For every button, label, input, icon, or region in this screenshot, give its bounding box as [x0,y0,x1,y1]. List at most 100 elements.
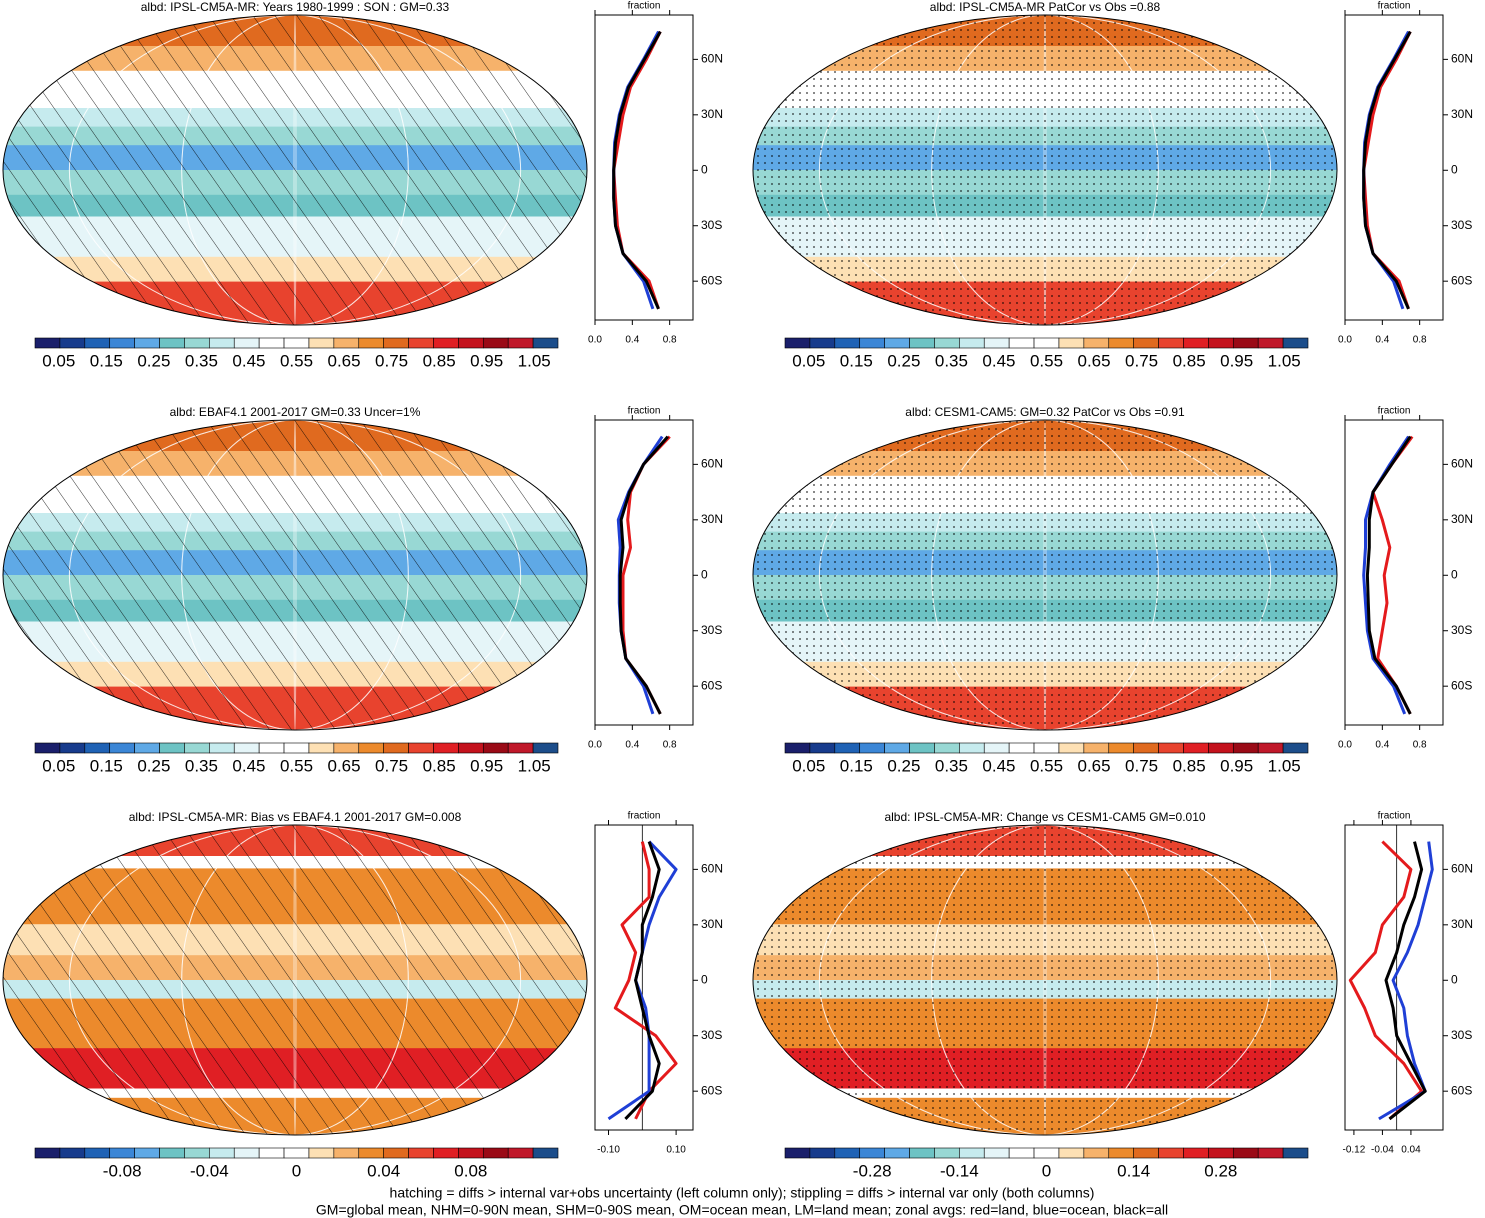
zonal-line [1365,435,1412,715]
footer-line: GM=global mean, NHM=0-90N mean, SHM=0-90… [316,1202,1168,1218]
map-outline [752,14,1338,326]
y-tick-label: 60N [701,862,723,876]
y-tick-label: 60S [701,678,722,692]
colorbar-box [934,742,960,754]
zonal-line [618,435,669,715]
map-outline [2,419,588,731]
map-outline [2,824,588,1136]
y-tick-label: 30S [1451,623,1472,637]
colorbar-box [134,337,160,349]
colorbar-box [1183,337,1209,349]
zonal-label: fraction [628,811,661,822]
colorbar-box [859,1147,885,1159]
colorbar-label: 0 [1042,1161,1051,1180]
panel-title: albd: IPSL-CM5A-MR: Years 1980-1999 : SO… [141,0,450,14]
colorbar-label: 0.25 [137,756,170,775]
colorbar-box [1257,337,1284,349]
colorbar-box [433,337,459,349]
y-tick-label: 60S [701,273,722,287]
colorbar-box [1108,1147,1134,1159]
zonal-frame [594,419,694,726]
colorbar-box [1033,337,1060,349]
x-tick-label: 0.4 [1375,335,1389,346]
map [753,15,1337,325]
colorbar-label: 0 [292,1161,301,1180]
x-tick-label: 0.8 [1413,335,1427,346]
colorbar-label: 0.14 [1117,1161,1150,1180]
colorbar-box [909,742,935,754]
zonal-line [624,841,661,1120]
colorbar-label: 0.65 [1077,756,1110,775]
colorbar-label: 0.75 [375,756,408,775]
map-texture [753,825,1337,1135]
colorbar-box [358,1147,384,1159]
colorbar-box [233,1147,260,1159]
colorbar-label: 0.05 [42,351,75,370]
colorbar-box [809,1147,836,1159]
colorbar-box [159,1147,185,1159]
colorbar-label: 0.95 [470,351,503,370]
colorbar-box [1183,742,1209,754]
colorbar-box [433,1147,459,1159]
colorbar-box [1232,1147,1259,1159]
zonal-frame [594,14,694,321]
colorbar-box [859,337,885,349]
colorbar-box [109,337,135,349]
colorbar-box [109,1147,135,1159]
zonal-line [612,30,662,310]
colorbar-box [283,1147,310,1159]
x-tick-label: 0.0 [1338,335,1352,346]
map-texture [753,15,1337,325]
colorbar-box [1133,337,1159,349]
colorbar-box [358,337,384,349]
x-tick-label: -0.04 [1371,1145,1394,1156]
colorbar-label: 0.15 [90,756,123,775]
colorbar-label: 0.95 [1220,756,1253,775]
map [3,15,587,325]
colorbar-box [1133,1147,1159,1159]
x-tick-label: 0.8 [663,740,677,751]
colorbar-box [458,742,484,754]
panel-title: albd: EBAF4.1 2001-2017 GM=0.33 Uncer=1% [170,405,421,419]
x-tick-label: 0.8 [663,335,677,346]
colorbar-box [333,337,360,349]
x-tick-label: 0.04 [1401,1145,1421,1156]
colorbar-box [1257,742,1284,754]
colorbar-box [84,742,111,754]
colorbar-label: 1.05 [518,756,551,775]
colorbar-label: 0.85 [1173,351,1206,370]
colorbar-box [834,1147,861,1159]
colorbar-box [983,742,1010,754]
colorbar-label: -0.14 [940,1161,979,1180]
x-tick-label: -0.12 [1343,1145,1366,1156]
map [753,420,1337,730]
colorbar-label: 0.35 [185,756,218,775]
colorbar-box [433,742,459,754]
colorbar-box [134,1147,160,1159]
colorbar-box [1232,742,1259,754]
map [3,825,587,1135]
y-tick-label: 60S [701,1083,722,1097]
colorbar-box [184,1147,210,1159]
colorbar-box [1158,337,1184,349]
colorbar-box [1033,742,1060,754]
colorbar-label: 0.75 [1125,351,1158,370]
y-tick-label: 30S [701,218,722,232]
colorbar-label: 0.05 [792,351,825,370]
y-tick-label: 60S [1451,273,1472,287]
colorbar-box [809,742,836,754]
colorbar-box [1108,742,1134,754]
colorbar-box [333,1147,360,1159]
colorbar-label: 0.35 [935,351,968,370]
colorbar-box [507,742,534,754]
colorbar-box [258,337,285,349]
colorbar-box [209,337,235,349]
panel-title: albd: IPSL-CM5A-MR: Change vs CESM1-CAM5… [884,810,1205,824]
zonal-label: fraction [1378,1,1411,12]
colorbar-label: 0.45 [232,756,265,775]
colorbar-box [408,1147,434,1159]
colorbar-box [784,337,811,349]
colorbar-box [1158,1147,1184,1159]
x-tick-label: 0.4 [625,740,639,751]
